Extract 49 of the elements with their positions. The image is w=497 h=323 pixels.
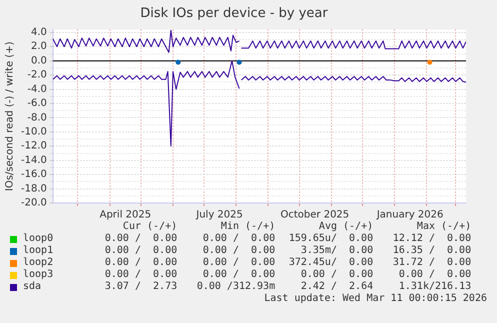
text: 0.00 / 0.00 bbox=[202, 233, 276, 245]
text: 0.00 / 0.00 bbox=[398, 269, 472, 281]
y-tick-label: -8.0 bbox=[27, 112, 47, 124]
text: 0.00 / 0.00 bbox=[104, 245, 178, 257]
y-tick-label: -16.0 bbox=[21, 169, 47, 180]
y-tick-label: -10.0 bbox=[21, 126, 47, 138]
x-tick-label: April 2025 bbox=[100, 210, 152, 221]
legend-label: loop2 bbox=[22, 257, 54, 269]
legend-label: loop3 bbox=[22, 269, 54, 281]
x-tick-label: October 2025 bbox=[280, 210, 350, 221]
text: 159.65u/ 0.00 bbox=[288, 233, 374, 245]
text: 0.00 / 0.00 bbox=[202, 257, 276, 269]
y-tick-label: 4.0 bbox=[30, 27, 47, 38]
chart-title: Disk IOs per device - by year bbox=[140, 6, 328, 22]
text: Cur (-/+) bbox=[122, 221, 178, 233]
legend-label: sda bbox=[22, 281, 42, 293]
legend-label: loop0 bbox=[22, 233, 54, 245]
y-tick-label: -20.0 bbox=[21, 198, 47, 209]
text: 12.12 / 0.00 bbox=[392, 233, 472, 245]
text: 0.00 / 0.00 bbox=[300, 269, 374, 281]
y-tick-label: -12.0 bbox=[21, 140, 47, 152]
y-tick-label: 0.0 bbox=[30, 55, 47, 66]
text: 372.45u/ 0.00 bbox=[288, 257, 374, 269]
y-tick-label: 2.0 bbox=[30, 41, 47, 52]
text: 2.42 / 2.64 bbox=[300, 281, 374, 293]
text: 0.00 / 0.00 bbox=[104, 257, 178, 269]
y-tick-label: -14.0 bbox=[21, 154, 47, 166]
text: 0.00 / 0.00 bbox=[104, 269, 178, 281]
y-axis-title: IOs/second read (-) / write (+) bbox=[4, 41, 16, 192]
text: 1.31k/216.13 bbox=[398, 281, 472, 293]
y-tick-label: -2.0 bbox=[27, 70, 47, 81]
y-tick-label: -4.0 bbox=[27, 84, 47, 95]
text: Min (-/+) bbox=[220, 221, 276, 233]
x-tick-label: January 2026 bbox=[376, 210, 444, 221]
text: 3.07 / 2.73 bbox=[104, 281, 178, 293]
text: Avg (-/+) bbox=[318, 221, 374, 233]
text: 3.35m/ 0.00 bbox=[300, 245, 374, 257]
text: 16.35 / 0.00 bbox=[392, 245, 472, 257]
text: Max (-/+) bbox=[416, 221, 472, 233]
text: 0.00 / 0.00 bbox=[104, 233, 178, 245]
text: 0.00 / 0.00 bbox=[202, 269, 276, 281]
text: 0.00 / 0.00 bbox=[202, 245, 276, 257]
x-tick-label: July 2025 bbox=[195, 210, 243, 221]
text: 0.00 /312.93m bbox=[196, 281, 276, 293]
legend-label: loop1 bbox=[22, 245, 54, 257]
text: 31.72 / 0.00 bbox=[392, 257, 472, 269]
y-tick-label: -18.0 bbox=[21, 183, 47, 194]
y-tick-label: -6.0 bbox=[27, 98, 47, 110]
text: Last update: Wed Mar 11 00:00:15 2026 bbox=[263, 293, 487, 305]
